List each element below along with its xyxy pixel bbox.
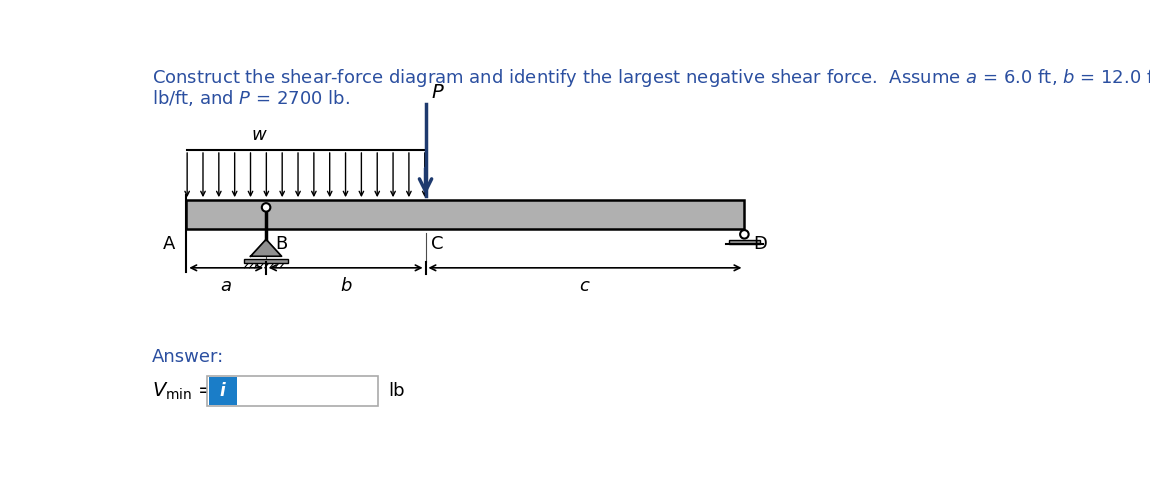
Text: $a$: $a$ <box>221 277 232 295</box>
Text: $P$: $P$ <box>431 82 445 102</box>
Bar <box>186 200 744 229</box>
Text: D: D <box>753 236 767 253</box>
Bar <box>729 240 760 244</box>
Text: $c$: $c$ <box>580 277 591 295</box>
Text: $V_{\rm min}$ =: $V_{\rm min}$ = <box>152 381 214 402</box>
Text: $w$: $w$ <box>251 126 268 144</box>
Text: A: A <box>163 236 176 253</box>
Text: B: B <box>275 236 288 253</box>
Bar <box>245 259 288 263</box>
Circle shape <box>262 203 270 211</box>
Text: lb/ft, and $P$ = 2700 lb.: lb/ft, and $P$ = 2700 lb. <box>152 88 350 108</box>
Circle shape <box>741 230 749 239</box>
Text: Construct the shear-force diagram and identify the largest negative shear force.: Construct the shear-force diagram and id… <box>152 67 1150 89</box>
Bar <box>209 377 237 405</box>
Text: C: C <box>431 236 444 253</box>
Text: i: i <box>220 382 225 400</box>
Polygon shape <box>251 239 282 256</box>
Text: Answer:: Answer: <box>152 348 224 366</box>
Text: $b$: $b$ <box>339 277 352 295</box>
Text: lb: lb <box>389 382 405 400</box>
Bar <box>207 376 378 406</box>
